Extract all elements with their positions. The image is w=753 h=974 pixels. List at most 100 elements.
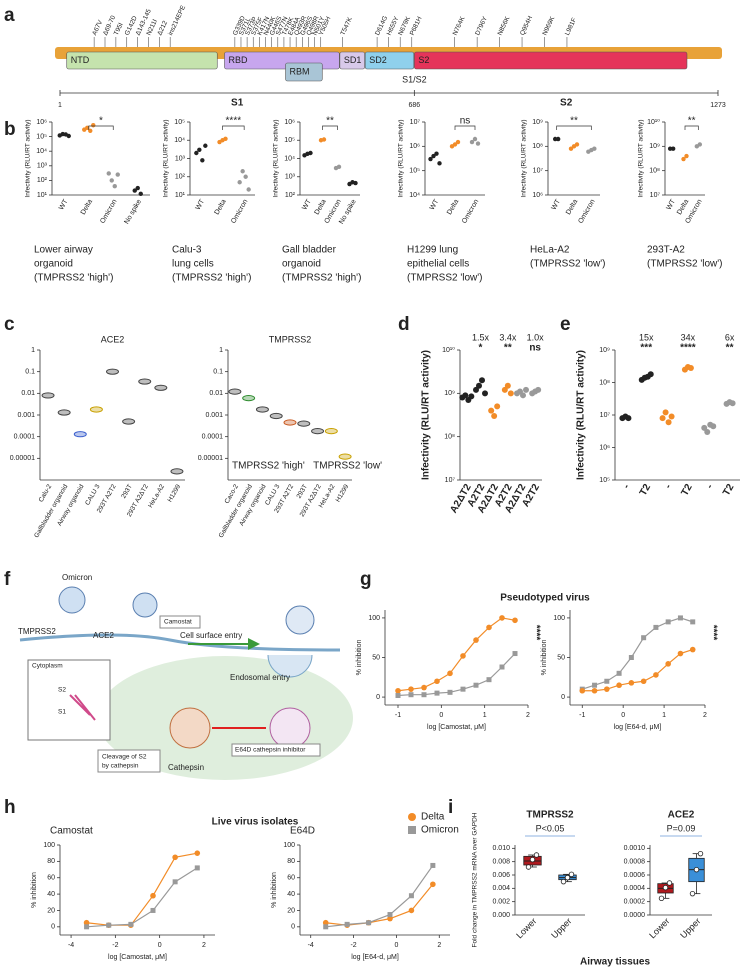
- data-point: [564, 874, 571, 881]
- x-axis-label: log [Camostat, μM]: [427, 724, 486, 731]
- data-point: [170, 468, 184, 475]
- data-point: [88, 128, 93, 133]
- panel-label: f: [4, 569, 11, 590]
- data-point: [395, 687, 401, 694]
- x-tick-label: Upper: [549, 916, 573, 940]
- data-point: [66, 133, 71, 139]
- significance: ****: [707, 625, 718, 641]
- y-axis-label: % inhibition: [31, 872, 38, 908]
- data-point: [592, 146, 597, 151]
- y-axis-label: Infectivity (RLU/RT activity): [576, 350, 587, 480]
- y-tick-label: 10⁶: [284, 119, 295, 126]
- y-tick-label: 0.008: [492, 859, 510, 866]
- data-point: [83, 919, 90, 926]
- x-tick-label: Calu-2: [38, 483, 54, 503]
- data-point: [729, 400, 736, 407]
- virus: [58, 586, 86, 614]
- data-point: [668, 413, 675, 420]
- significance: *: [479, 343, 483, 354]
- entry-diagram: Omicron TMPRSS2 ACE2 Camostat Cell surfa…: [18, 573, 353, 780]
- chart-title: ACE2: [101, 334, 125, 344]
- y-tick-label: 20: [287, 907, 295, 914]
- x-tick-label: Omicron: [577, 198, 596, 224]
- data-point: [568, 146, 574, 151]
- x-tick-label: -: [704, 482, 715, 490]
- y-axis-label: Infectivity (RLU/RT activity): [163, 119, 170, 197]
- series-line: [397, 653, 516, 697]
- y-tick-label: 0.1: [213, 369, 223, 376]
- domain-label: SD2: [369, 55, 387, 65]
- y-tick-label: 10⁵: [284, 137, 295, 144]
- x-tick-label: 1: [662, 712, 666, 719]
- caption: Calu-3: [172, 245, 202, 256]
- mutation-label: ins214EPE: [167, 4, 187, 37]
- data-point: [560, 878, 567, 885]
- data-point: [322, 919, 329, 926]
- domain-label: SD1: [344, 55, 362, 65]
- y-tick-label: 60: [287, 875, 295, 882]
- x-tick-label: WT: [58, 198, 70, 212]
- x-tick-label: T2: [638, 482, 654, 498]
- data-point: [106, 171, 111, 176]
- data-point: [421, 684, 427, 691]
- y-tick-label: 10⁷: [410, 119, 421, 126]
- group-axis-label: Airway tissues: [580, 957, 650, 968]
- x-tick-label: -2: [112, 942, 118, 949]
- y-tick-label: 10⁶: [409, 143, 420, 150]
- data-point: [246, 187, 251, 192]
- data-point: [434, 151, 439, 156]
- x-tick-label: T2: [679, 482, 695, 498]
- fold-change: 15x: [639, 332, 654, 342]
- data-point: [194, 865, 200, 871]
- significance: **: [726, 343, 734, 354]
- y-tick-label: 80: [47, 858, 55, 865]
- comparison-bracket: [556, 125, 592, 130]
- data-point: [469, 139, 475, 145]
- data-point: [428, 156, 433, 162]
- panel-label: e: [560, 314, 571, 335]
- y-tick-label: 10⁶: [532, 192, 543, 199]
- data-point: [604, 678, 610, 684]
- data-point: [687, 364, 694, 371]
- significance: ***: [640, 343, 652, 354]
- data-point: [488, 407, 495, 414]
- data-point: [237, 180, 242, 185]
- x-tick-label: -4: [308, 942, 314, 949]
- data-point: [662, 409, 669, 416]
- data-point: [677, 650, 684, 657]
- x-tick-label: Omicron: [99, 198, 118, 224]
- data-point: [115, 172, 120, 177]
- data-point: [150, 907, 156, 913]
- subunit-label: S1: [231, 98, 244, 109]
- y-tick-label: 0.0000: [624, 912, 646, 919]
- significance: **: [504, 343, 512, 354]
- x-tick-label: Delta: [446, 198, 460, 216]
- x-tick-label: No spike: [123, 198, 143, 225]
- data-point: [434, 690, 440, 696]
- domain: [339, 51, 365, 70]
- x-tick-label: Delta: [565, 198, 579, 216]
- data-point: [243, 174, 248, 179]
- fold-change: 3.4x: [499, 332, 517, 342]
- fold-change: 1.5x: [472, 332, 490, 342]
- x-tick-label: Omicron: [230, 198, 249, 224]
- significance: **: [688, 116, 696, 127]
- data-point: [512, 651, 518, 657]
- x-tick-label: H1299: [167, 483, 183, 503]
- x-tick-label: WT: [195, 198, 207, 212]
- caption: HeLa-A2: [530, 245, 570, 256]
- data-point: [681, 156, 686, 162]
- panel-label: i: [448, 797, 453, 818]
- domain-label: RBD: [229, 55, 249, 65]
- data-point: [128, 921, 134, 927]
- y-tick-label: 50: [372, 654, 380, 661]
- x-tick-label: T2: [721, 482, 737, 498]
- data-point: [616, 682, 622, 689]
- mutation-label: N764K: [452, 15, 467, 37]
- data-point: [194, 850, 201, 856]
- x-tick-label: Delta: [314, 198, 328, 216]
- data-point: [135, 185, 140, 191]
- x-tick-label: 293T: [120, 483, 133, 499]
- caption-note: (TMPRSS2 'low'): [530, 259, 606, 270]
- data-point: [447, 670, 453, 677]
